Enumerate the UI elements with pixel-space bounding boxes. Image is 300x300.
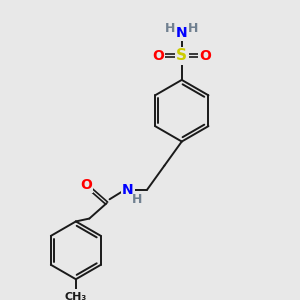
- Text: O: O: [199, 49, 211, 63]
- Text: S: S: [176, 48, 187, 63]
- Text: N: N: [122, 183, 134, 197]
- Text: CH₃: CH₃: [65, 292, 87, 300]
- Text: N: N: [176, 26, 188, 40]
- Text: O: O: [153, 49, 165, 63]
- Text: H: H: [188, 22, 199, 35]
- Text: H: H: [165, 22, 175, 35]
- Text: H: H: [132, 193, 143, 206]
- Text: O: O: [80, 178, 92, 192]
